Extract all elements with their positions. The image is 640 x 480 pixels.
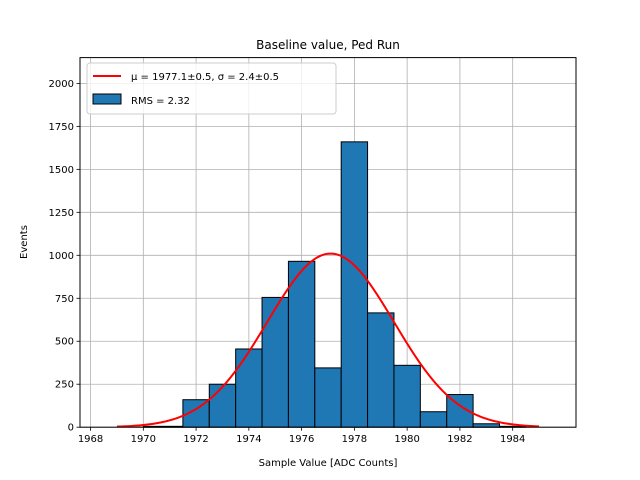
legend: μ = 1977.1±0.5, σ = 2.4±0.5 RMS = 2.32	[86, 62, 337, 115]
y-tick-label: 500	[55, 337, 74, 348]
histogram-bar	[208, 383, 237, 428]
x-tick-label: 1968	[78, 434, 103, 445]
y-tick-label: 2000	[49, 79, 74, 90]
legend-fit-label: μ = 1977.1±0.5, σ = 2.4±0.5	[131, 72, 279, 83]
histogram-bar	[235, 348, 263, 428]
x-tick-label: 1972	[183, 434, 208, 445]
histogram-bar	[472, 423, 500, 428]
legend-hist-label: RMS = 2.32	[131, 96, 190, 107]
y-tick-label: 1000	[49, 251, 74, 262]
y-tick-label: 1750	[49, 122, 74, 133]
x-tick-label: 1976	[289, 434, 314, 445]
chart-title: Baseline value, Ped Run	[256, 38, 400, 52]
fit-curve	[116, 252, 540, 428]
x-axis: 1968 1970 1972 1974 1976 1978 1980 1982 1984	[78, 427, 525, 445]
histogram-bar	[340, 141, 369, 428]
y-tick-label: 0	[68, 423, 74, 434]
x-tick-label: 1984	[500, 434, 525, 445]
x-tick-label: 1974	[236, 434, 261, 445]
histogram-bar	[287, 260, 316, 428]
plot-frame	[79, 57, 577, 428]
legend-box	[86, 62, 337, 115]
x-tick-label: 1970	[131, 434, 156, 445]
x-tick-label: 1978	[342, 434, 367, 445]
x-tick-label: 1980	[394, 434, 419, 445]
y-tick-label: 1250	[49, 208, 74, 219]
histogram-bars	[142, 141, 527, 428]
y-tick-label: 1500	[49, 165, 74, 176]
histogram-bar	[393, 364, 421, 428]
x-tick-label: 1982	[447, 434, 472, 445]
histogram-bar	[261, 296, 289, 428]
x-axis-label: Sample Value [ADC Counts]	[259, 458, 398, 469]
y-tick-label: 750	[55, 294, 74, 305]
y-axis: 0 250 500 750 1000 1250 1500 1750 2000	[49, 79, 80, 434]
y-tick-label: 250	[55, 380, 74, 391]
legend-hist-swatch	[92, 93, 122, 105]
histogram-bar	[367, 312, 395, 428]
y-axis-label: Events	[19, 225, 30, 259]
histogram-bar	[419, 411, 448, 428]
histogram-bar	[314, 367, 342, 428]
